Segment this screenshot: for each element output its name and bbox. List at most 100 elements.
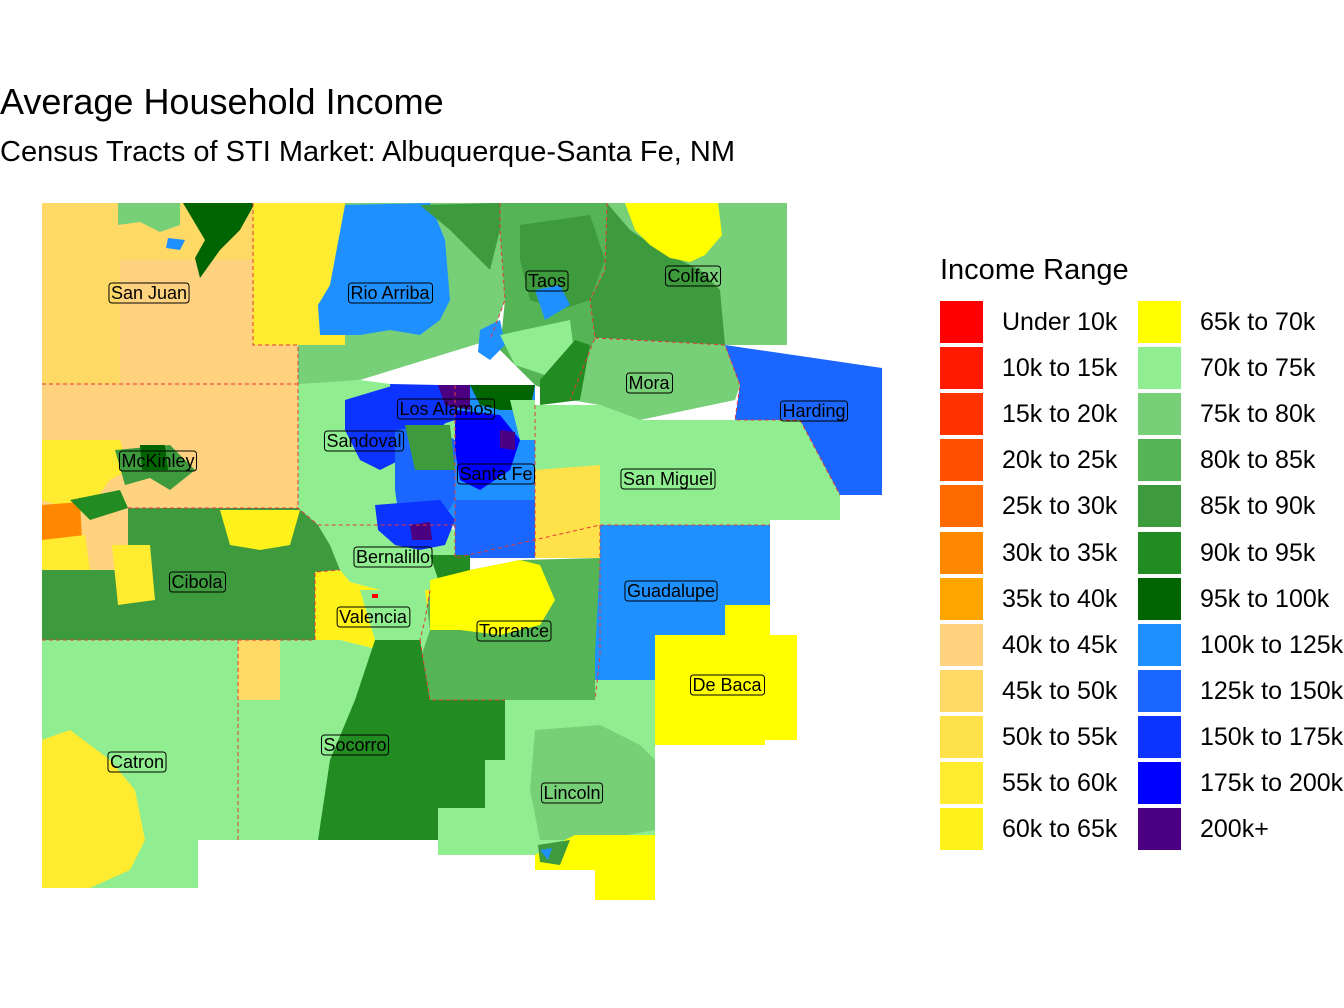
tract-overlay <box>42 535 90 570</box>
tract-overlay <box>42 730 145 888</box>
legend-swatch <box>940 531 983 574</box>
county-label: Guadalupe <box>624 580 718 602</box>
county-label-box <box>320 734 390 756</box>
county-label-box <box>336 606 411 628</box>
county-label-box <box>323 430 405 452</box>
county-label-text: Taos <box>528 271 566 291</box>
county-label-box <box>779 400 849 422</box>
county-label-text: Rio Arriba <box>350 283 430 303</box>
legend-label: 10k to 15k <box>1002 354 1118 383</box>
legend-swatch <box>1138 669 1181 712</box>
county-label-text: McKinley <box>121 451 194 471</box>
tract-overlay <box>540 848 552 860</box>
county-label: Valencia <box>336 606 411 628</box>
legend-swatch <box>1138 762 1181 804</box>
county-label-text: De Baca <box>692 675 762 695</box>
legend-swatch <box>940 347 983 390</box>
county-label-box <box>625 372 673 394</box>
county-label-box <box>476 620 552 642</box>
legend-swatch <box>940 623 983 666</box>
legend-swatch <box>1138 715 1181 758</box>
tract-overlay <box>183 203 255 278</box>
tract-overlay <box>538 840 570 865</box>
tract-overlay <box>410 522 432 540</box>
legend-swatch <box>1138 808 1181 851</box>
legend-label: 70k to 75k <box>1200 354 1316 383</box>
legend-label: 45k to 50k <box>1002 676 1118 705</box>
county-label-text: Valencia <box>339 607 408 627</box>
tract-overlay <box>220 510 300 550</box>
county-label-text: Lincoln <box>543 783 600 803</box>
county-label-text: Sandoval <box>326 431 401 451</box>
county-label: Torrance <box>476 620 552 642</box>
county-label: San Miguel <box>620 468 716 490</box>
legend-swatch <box>1138 623 1181 666</box>
tract-overlay <box>70 490 128 520</box>
legend-swatch <box>1138 531 1181 574</box>
tract-overlay <box>238 640 280 700</box>
tract-overlay <box>318 640 505 840</box>
legend-label: Under 10k <box>1002 308 1118 336</box>
tract-overlay <box>42 440 128 510</box>
county-label: Bernalillo <box>353 546 433 568</box>
county-label-text: San Juan <box>111 283 187 303</box>
county-label-text: Santa Fe <box>459 464 532 484</box>
legend-swatch <box>1138 301 1181 343</box>
tract-overlay <box>455 410 520 490</box>
county-label-box <box>168 571 227 593</box>
legend-label: 55k to 60k <box>1002 769 1118 797</box>
county-label-box <box>118 450 198 472</box>
legend-swatch <box>1138 439 1181 482</box>
county-boundary <box>419 589 431 641</box>
legend-swatch <box>1138 485 1181 528</box>
county-label-box <box>689 674 766 696</box>
tract-overlay <box>42 502 82 540</box>
county-boundary <box>454 385 770 559</box>
tract-overlay <box>438 385 470 410</box>
legend-label: 100k to 125k <box>1200 630 1344 659</box>
county-boundary <box>252 203 299 508</box>
legend-swatch <box>940 762 983 804</box>
county-label: Lincoln <box>540 782 604 804</box>
legend-swatch <box>940 577 983 620</box>
legend-label: 50k to 55k <box>1002 722 1118 751</box>
county-label-box <box>540 782 604 804</box>
tract-overlay <box>535 465 600 558</box>
tract-overlay <box>405 425 455 470</box>
tract-overlay <box>478 320 505 360</box>
legend-label: 85k to 90k <box>1200 492 1316 521</box>
county-label-box <box>353 546 433 568</box>
legend-swatch <box>940 715 983 758</box>
county-label: McKinley <box>118 450 198 472</box>
county-label-text: Socorro <box>323 735 386 755</box>
page-subtitle: Census Tracts of STI Market: Albuquerque… <box>0 136 735 168</box>
tract-overlay <box>112 545 155 605</box>
tract-overlay <box>345 385 455 470</box>
legend-label: 25k to 30k <box>1002 492 1118 521</box>
legend-swatch <box>940 301 983 343</box>
tract-overlay <box>625 203 722 262</box>
county-label: Sandoval <box>323 430 405 452</box>
county-label-box <box>108 282 190 304</box>
county-label: Catron <box>107 751 167 773</box>
county-label: Colfax <box>664 265 722 287</box>
tract-overlay <box>500 430 515 450</box>
tract-overlay <box>120 260 298 384</box>
county-boundary <box>594 525 601 701</box>
county-region-guadalupe <box>595 525 770 680</box>
county-labels: San Juan Rio Arriba Taos Colfax McKinley Sand… <box>107 265 849 804</box>
legend-label: 30k to 35k <box>1002 538 1118 567</box>
county-label-text: Catron <box>110 752 164 772</box>
tract-overlay <box>430 560 555 635</box>
legend-swatch <box>1138 577 1181 620</box>
legend-title: Income Range <box>940 254 1129 286</box>
county-boundary <box>594 337 841 496</box>
tract-overlay <box>540 340 590 405</box>
county-label: Taos <box>525 270 569 292</box>
legend-swatch <box>940 393 983 436</box>
county-label-box <box>624 580 718 602</box>
legend-label: 150k to 175k <box>1200 722 1344 751</box>
legend-swatch <box>940 669 983 712</box>
county-region-mora <box>570 338 740 420</box>
